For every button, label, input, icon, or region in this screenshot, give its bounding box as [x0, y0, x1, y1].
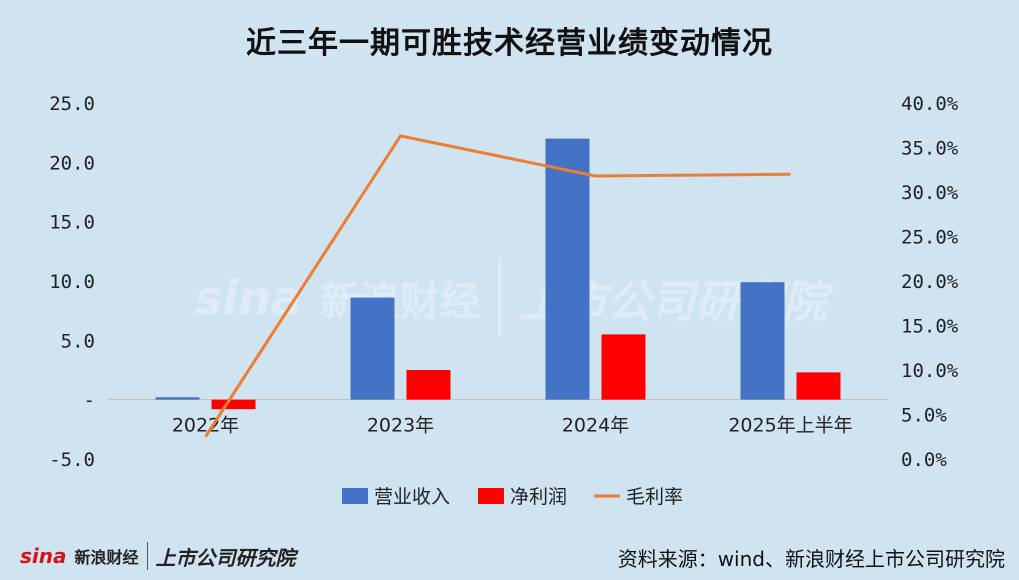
- left-axis-tick-label: -5.0: [49, 449, 95, 471]
- chart-canvas: 25.0 20.0 15.0 10.0 5.0 - -5.0 40.0% 35.0% 30.0% 2…: [49, 93, 959, 508]
- left-axis-tick-label: 25.0: [49, 93, 95, 115]
- left-axis-tick-label: 5.0: [61, 330, 95, 352]
- right-axis-tick-label: 5.0%: [901, 405, 947, 427]
- left-axis-tick-label: 15.0: [49, 212, 95, 234]
- left-axis-tick-label: -: [84, 390, 95, 412]
- x-axis-tick-label: 2024年: [562, 415, 629, 437]
- legend-label-营业收入: 营业收入: [374, 486, 450, 508]
- x-axis-tick-label: 2023年: [367, 415, 434, 437]
- x-axis-tick-label: 2025年上半年: [728, 415, 852, 437]
- x-axis-tick-label: 2022年: [172, 415, 239, 437]
- bar-净利润-2025年上半年: [796, 372, 841, 400]
- right-axis-tick-label: 20.0%: [901, 271, 959, 293]
- right-axis-tick-label: 30.0%: [901, 182, 959, 204]
- chart-title: 近三年一期可胜技术经营业绩变动情况: [246, 26, 773, 61]
- logo-divider: [146, 542, 148, 570]
- bar-营业收入-2023年: [350, 297, 395, 400]
- right-axis-tick-label: 15.0%: [901, 316, 959, 338]
- bar-营业收入-2022年: [155, 397, 200, 400]
- left-axis-tick-label: 10.0: [49, 271, 95, 293]
- right-axis-tick-label: 35.0%: [901, 138, 959, 160]
- sina-cn-logo: 新浪财经: [74, 548, 139, 567]
- right-axis-tick-label: 0.0%: [901, 449, 947, 471]
- bar-净利润-2024年: [601, 334, 646, 400]
- line-毛利率: [204, 134, 791, 438]
- left-axis-tick-label: 20.0: [49, 152, 95, 174]
- bar-净利润-2023年: [406, 370, 451, 400]
- right-axis-tick-label: 10.0%: [901, 360, 959, 382]
- footer-logo: sina 新浪财经 上市公司研究院: [20, 538, 296, 574]
- legend-swatch-净利润: [478, 488, 504, 504]
- sina-logo: sina: [20, 544, 67, 568]
- source-note: 资料来源：wind、新浪财经上市公司研究院: [617, 547, 1005, 571]
- bar-营业收入-2025年上半年: [740, 282, 785, 400]
- research-logo: 上市公司研究院: [155, 545, 296, 570]
- legend-label-毛利率: 毛利率: [626, 486, 683, 508]
- bar-净利润-2022年: [211, 399, 256, 410]
- right-axis-tick-label: 40.0%: [901, 93, 959, 115]
- legend-swatch-营业收入: [342, 488, 368, 504]
- legend-label-净利润: 净利润: [510, 486, 567, 508]
- right-axis-tick-label: 25.0%: [901, 227, 959, 249]
- bar-营业收入-2024年: [545, 138, 590, 400]
